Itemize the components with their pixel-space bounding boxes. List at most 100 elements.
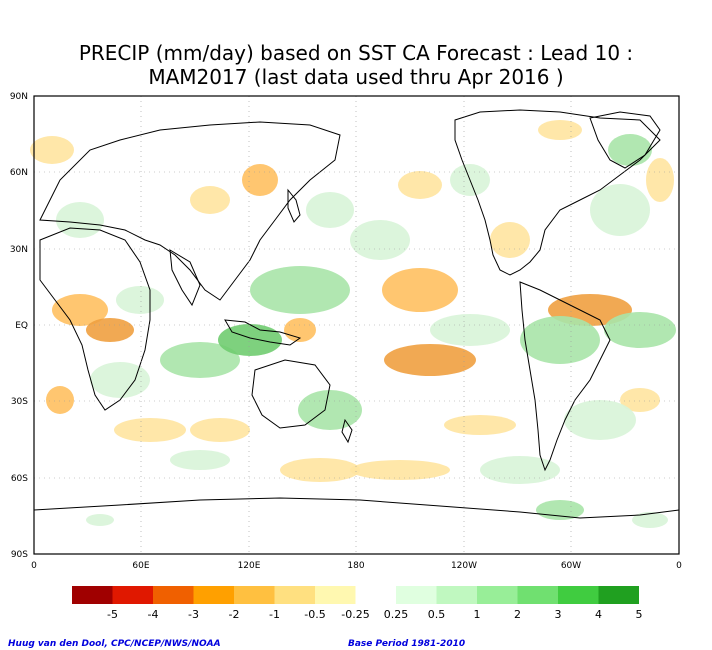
y-tick-label: EQ bbox=[15, 321, 28, 331]
anomaly-patch bbox=[536, 500, 584, 520]
greenland-outline bbox=[589, 111, 661, 169]
anomaly-patch bbox=[520, 316, 600, 364]
maritime-continent-outline bbox=[224, 319, 302, 346]
y-tick-label: 30S bbox=[11, 397, 28, 407]
anomaly-patch bbox=[382, 268, 458, 312]
legend-swatch bbox=[436, 586, 477, 604]
anomaly-patch bbox=[46, 386, 74, 414]
eurasia-outline bbox=[39, 121, 341, 301]
y-tick-label: 90N bbox=[10, 92, 28, 102]
credit-text: Huug van den Dool, CPC/NCEP/NWS/NOAA bbox=[8, 639, 221, 649]
legend-label: 0.5 bbox=[428, 608, 446, 621]
anomaly-patch bbox=[218, 324, 282, 356]
anomaly-patch bbox=[590, 184, 650, 236]
legend-swatch bbox=[193, 586, 234, 604]
x-tick-label: 0 bbox=[676, 561, 682, 571]
coastline-layer bbox=[33, 109, 680, 519]
x-tick-label: 120E bbox=[238, 561, 261, 571]
legend-swatch bbox=[72, 586, 113, 604]
anomaly-patch bbox=[116, 286, 164, 314]
legend-label: -0.5 bbox=[304, 608, 325, 621]
legend-swatch bbox=[274, 586, 315, 604]
anomaly-patch bbox=[444, 415, 516, 435]
africa-outline bbox=[39, 227, 151, 411]
anomaly-patch bbox=[538, 120, 582, 140]
south-america-outline bbox=[519, 281, 611, 472]
anomaly-patch bbox=[86, 514, 114, 526]
x-tick-label: 120W bbox=[451, 561, 477, 571]
anomaly-patch bbox=[190, 186, 230, 214]
map-panel bbox=[30, 95, 680, 555]
anomaly-patch bbox=[608, 134, 652, 166]
anomaly-patch bbox=[306, 192, 354, 228]
legend-swatch bbox=[112, 586, 153, 604]
legend-label: 1 bbox=[474, 608, 481, 621]
anomaly-patch bbox=[56, 202, 104, 238]
x-tick-label: 60E bbox=[132, 561, 149, 571]
australia-outline bbox=[251, 359, 331, 429]
legend-swatch bbox=[477, 586, 518, 604]
legend-label: 4 bbox=[595, 608, 602, 621]
anomaly-patch bbox=[350, 220, 410, 260]
legend-swatch bbox=[517, 586, 558, 604]
legend-label: -1 bbox=[269, 608, 280, 621]
anomaly-patch bbox=[190, 418, 250, 442]
legend-swatch bbox=[355, 586, 396, 604]
legend-label: 5 bbox=[636, 608, 643, 621]
legend-label: 2 bbox=[514, 608, 521, 621]
y-tick-label: 90S bbox=[11, 550, 28, 560]
india-outline bbox=[169, 249, 201, 307]
anomaly-patch bbox=[632, 512, 668, 528]
anomaly-patch bbox=[250, 266, 350, 314]
anomaly-patch bbox=[480, 456, 560, 484]
anomaly-patch bbox=[114, 418, 186, 442]
anomaly-patch bbox=[90, 362, 150, 398]
legend-label: -2 bbox=[229, 608, 240, 621]
anomaly-patch bbox=[160, 342, 240, 378]
anomaly-patch bbox=[430, 314, 510, 346]
anomaly-patch bbox=[384, 344, 476, 376]
title-line-2: MAM2017 (last data used thru Apr 2016 ) bbox=[148, 65, 563, 89]
x-tick-label: 0 bbox=[31, 561, 37, 571]
legend-swatch bbox=[234, 586, 275, 604]
y-tick-label: 60S bbox=[11, 474, 28, 484]
antarctica-outline bbox=[33, 497, 680, 519]
legend-label: -3 bbox=[188, 608, 199, 621]
japan-outline bbox=[287, 188, 301, 223]
color-legend: -5 -4 -3 -2 -1 -0.5 -0.25 0.25 0.5 1 2 3 4 5 bbox=[72, 586, 643, 621]
legend-swatch bbox=[396, 586, 437, 604]
y-axis: 90N 60N 30N EQ 30S 60S 90S bbox=[10, 92, 28, 560]
anomaly-patch bbox=[242, 164, 278, 196]
anomaly-patch bbox=[398, 171, 442, 199]
anomaly-patch bbox=[298, 390, 362, 430]
anomaly-patch bbox=[350, 460, 450, 480]
base-period-text: Base Period 1981-2010 bbox=[348, 639, 465, 649]
legend-label: 0.25 bbox=[384, 608, 409, 621]
legend-swatch bbox=[598, 586, 639, 604]
legend-label: 3 bbox=[555, 608, 562, 621]
anomaly-patch bbox=[620, 388, 660, 412]
legend-swatch bbox=[558, 586, 599, 604]
anomaly-patch bbox=[52, 294, 108, 326]
anomaly-patch bbox=[170, 450, 230, 470]
anomaly-patch bbox=[490, 222, 530, 258]
legend-label: -0.25 bbox=[341, 608, 369, 621]
anomaly-patch bbox=[86, 318, 134, 342]
anomaly-patch bbox=[564, 400, 636, 440]
north-america-outline bbox=[454, 109, 661, 276]
x-tick-label: 60W bbox=[561, 561, 581, 571]
y-tick-label: 30N bbox=[10, 245, 28, 255]
x-axis: 0 60E 120E 180 120W 60W 0 bbox=[31, 561, 682, 571]
anomaly-patch bbox=[604, 312, 676, 348]
legend-swatch bbox=[153, 586, 194, 604]
anomaly-patch bbox=[280, 458, 360, 482]
map-frame bbox=[33, 95, 680, 555]
title-line-1: PRECIP (mm/day) based on SST CA Forecast… bbox=[79, 41, 633, 65]
anomaly-patch bbox=[646, 158, 674, 202]
anomaly-patch bbox=[30, 136, 74, 164]
y-tick-label: 60N bbox=[10, 168, 28, 178]
legend-swatch bbox=[315, 586, 356, 604]
legend-label: -4 bbox=[148, 608, 159, 621]
x-tick-label: 180 bbox=[347, 561, 364, 571]
